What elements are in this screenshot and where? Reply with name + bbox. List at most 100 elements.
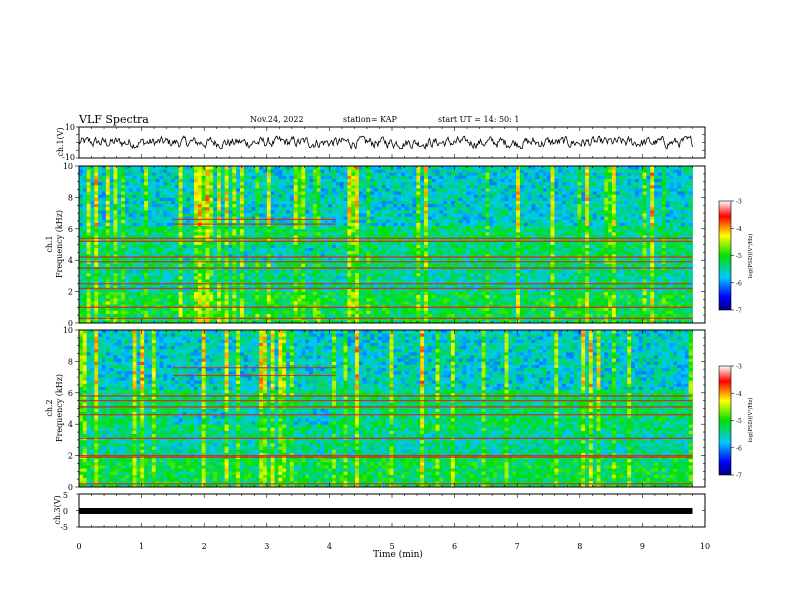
spectrogram-cell [201,209,206,214]
spectrogram-cell [366,253,371,258]
spectrogram-cell [217,197,222,201]
spectrogram-cell [312,307,318,311]
spectrogram-cell [132,279,137,283]
spectrogram-cell [144,231,149,236]
spectrogram-cell [312,279,318,283]
spectrogram-cell [316,291,321,296]
spectrogram-cell [86,228,91,233]
spectrogram-cell [401,241,406,245]
spectrogram-cell [278,191,283,195]
spectrogram-cell [274,250,279,255]
spectrogram-cell [148,288,153,292]
spectrogram-cell [220,285,226,289]
spectrogram-cell [201,263,206,267]
spectrogram-cell [401,291,406,296]
spectrogram-cell [144,203,149,208]
spectrogram-cell [420,272,425,277]
spectrogram-cell [358,231,364,236]
spectrogram-cell [144,269,149,274]
spectrogram-cell [278,275,283,280]
spectrogram-cell [132,184,137,189]
spectrogram-cell [155,288,160,292]
spectrogram-cell [213,307,218,311]
spectrogram-cell [105,197,111,201]
spectrogram-cell [431,275,436,280]
spectrogram-cell [328,310,333,314]
spectrogram-cell [366,197,371,201]
spectrogram-cell [243,285,249,289]
spectrogram-cell [351,187,356,192]
spectrogram-cell [401,238,406,242]
spectrogram-cell [404,279,410,283]
spectrogram-cell [401,235,406,239]
spectrogram-cell [339,241,344,245]
spectrogram-cell [351,166,356,170]
spectrogram-cell [194,247,199,252]
spectrogram-cell [420,222,425,227]
spectrogram-cell [79,291,84,296]
spectrogram-cell [450,263,456,267]
spectrogram-cell [243,313,249,318]
spectrogram-cell [408,213,413,217]
spectrogram-cell [197,250,203,255]
spectrogram-cell [351,222,356,227]
spectrogram-cell [186,209,191,214]
spectrogram-cell [328,272,333,277]
spectrogram-cell [174,191,180,195]
spectrogram-cell [79,225,84,230]
spectrogram-cell [236,213,241,217]
spectrogram-cell [109,247,114,252]
spectrogram-cell [136,197,141,201]
spectrogram-cell [217,216,222,220]
spectrogram-cell [301,175,306,179]
spectrogram-cell [240,228,245,233]
spectrogram-cell [282,310,287,314]
spectrogram-cell [102,247,107,252]
spectrogram-cell [125,307,130,311]
spectrogram-cell [255,178,260,183]
spectrogram-cell [378,184,383,189]
spectrogram-cell [224,244,229,249]
spectrogram-cell [121,253,126,258]
spectrogram-cell [79,235,84,239]
spectrogram-cell [243,257,249,261]
spectrogram-cell [416,279,421,283]
spectrogram-cell [378,313,383,318]
spectrogram-cell [381,275,387,280]
spectrogram-cell [209,194,214,198]
spectrogram-cell [236,301,241,305]
spectrogram-cell [132,222,137,227]
spectrogram-cell [109,241,114,245]
spectrogram-cell [128,307,134,311]
spectrogram-cell [351,285,356,289]
spectrogram-cell [274,228,279,233]
spectrogram-cell [305,175,310,179]
spectrogram-cell [431,269,436,274]
spectrogram-cell [213,244,218,249]
spectrogram-cell [105,304,111,308]
spectrogram-cell [408,279,413,283]
spectrogram-cell [293,203,298,208]
spectrogram-cell [128,166,134,170]
spectrogram-cell [197,275,203,280]
spectrogram-cell [159,291,164,296]
spectrogram-cell [282,244,287,249]
spectrogram-cell [339,178,344,183]
spectrogram-cell [443,231,448,236]
spectrogram-cell [109,213,114,217]
spectrogram-cell [416,197,421,201]
spectrogram-cell [320,178,325,183]
spectrogram-cell [431,253,436,258]
spectrogram-cell [251,301,256,305]
spectrogram-cell [243,228,249,233]
spectrogram-cell [355,244,360,249]
spectrogram-cell [236,200,241,205]
spectrogram-cell [217,291,222,296]
spectrogram-cell [113,288,118,292]
spectrogram-cell [94,269,99,274]
spectrogram-cell [109,269,114,274]
spectrogram-cell [435,313,440,318]
spectrogram-cell [255,181,260,186]
spectrogram-cell [412,219,417,223]
spectrogram-cell [121,166,126,170]
